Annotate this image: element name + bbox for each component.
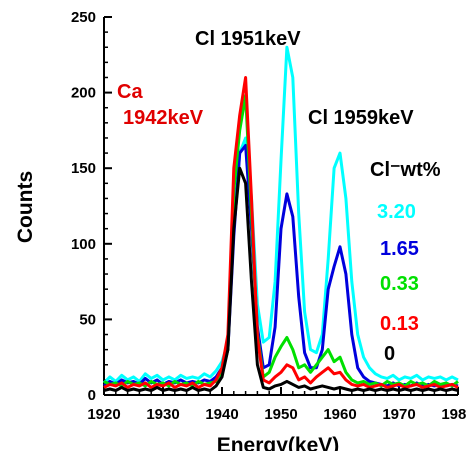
legend-entry-0-33: 0.33 [380,273,419,295]
series-line-0 [103,166,459,392]
x-tick-label: 1960 [323,406,356,423]
x-tick-label: 1970 [382,406,415,423]
legend-entry-3-20: 3.20 [377,201,416,223]
series-line-0-33 [103,94,459,388]
y-tick-label: 50 [79,311,96,328]
y-tick-label: 250 [71,9,96,26]
legend-entry-0-13: 0.13 [380,313,419,335]
y-tick-label: 0 [88,387,96,404]
series-layer [102,45,459,392]
y-tick-label: 200 [71,85,96,102]
annotation-cl-1951: Cl 1951keV [195,28,301,50]
y-tick-label: 150 [71,160,96,177]
x-tick-label: 1950 [264,406,297,423]
x-tick-label: 1980 [441,406,466,423]
legend-entry-1-65: 1.65 [380,238,419,260]
legend: 3.20 1.65 0.33 0.13 0 [377,201,419,365]
annotation-ca: Ca [117,81,143,103]
legend-title: Cl⁻wt% [370,159,441,181]
annotation-cl-1959: Cl 1959keV [308,107,414,129]
x-tick-label: 1930 [146,406,179,423]
plot-axes: 0 50 100 150 200 250 1920 1930 1940 1950 1960 1970 1… [71,9,466,423]
y-axis-title: Counts [14,171,37,243]
annotation-ca-energy: 1942keV [123,107,204,129]
series-line-3-20 [102,45,459,384]
x-tick-label: 1920 [87,406,120,423]
legend-entry-0: 0 [384,343,395,365]
series-line-0-13 [103,76,459,389]
x-axis-title: Energy(keV) [217,434,340,451]
y-tick-label: 100 [71,236,96,253]
x-tick-label: 1940 [205,406,238,423]
